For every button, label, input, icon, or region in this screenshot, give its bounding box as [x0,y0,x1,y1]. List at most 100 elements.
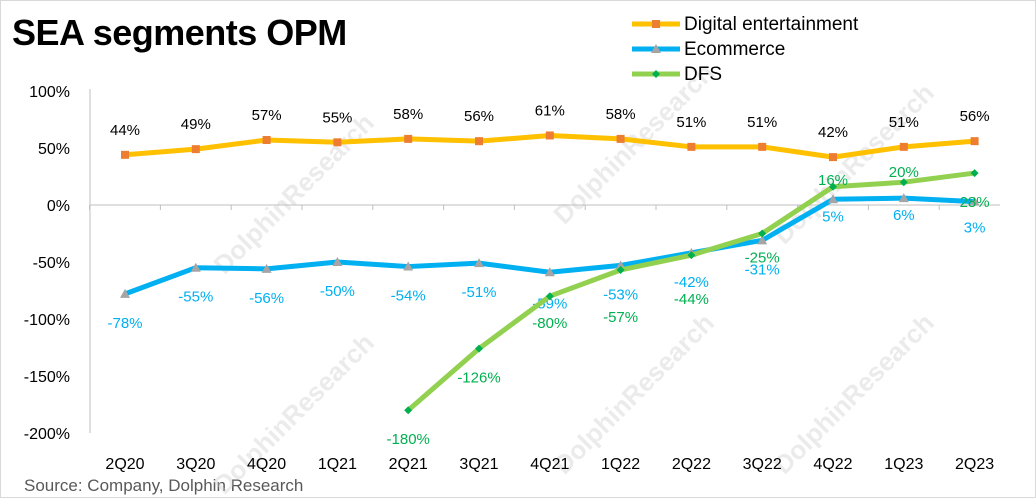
data-label: 44% [110,122,140,139]
data-label: -54% [391,288,426,305]
data-point [687,142,696,151]
legend-marker [651,44,661,53]
data-label: -53% [603,286,638,303]
series-digital-entertainment: 44% 49% 57% 55% 58% 56% 61% 58% 51% 51% 42% 51% 56% [110,102,990,162]
data-label: -51% [461,284,496,301]
data-point [332,257,343,266]
x-tick-label: 2Q21 [389,456,428,473]
data-point [544,267,555,277]
data-label: 6% [893,207,915,224]
legend: Digital entertainment Ecommerce DFS [632,14,859,85]
data-label: 28% [960,194,990,211]
data-point [687,251,696,260]
data-label: -25% [745,250,780,267]
data-label: -180% [387,431,430,448]
data-point [404,406,413,415]
data-point [262,136,271,145]
y-tick-label: -100% [24,312,70,329]
data-point [474,258,484,268]
x-tick-label: 1Q22 [601,456,640,473]
data-label: 56% [464,108,494,125]
data-label: 58% [393,106,423,123]
data-label: 57% [252,107,282,124]
series-ecommerce: -78% -55% -56% -50% -54% -51% -59% -53% -42% -31%… [107,193,985,332]
legend-label: Ecommerce [684,39,785,60]
data-point [899,178,908,187]
legend-label: Digital entertainment [684,14,859,35]
data-label: 20% [889,164,919,181]
data-label: -50% [320,283,355,300]
data-label: 16% [818,172,848,189]
y-tick-label: 50% [38,141,70,158]
data-point [758,229,767,238]
y-tick-label: -150% [24,369,70,386]
data-point [403,261,414,271]
data-label: 3% [964,220,986,237]
legend-marker [652,70,660,78]
watermark: DolphinResearch [547,307,719,479]
data-point [120,288,130,298]
data-point [333,138,342,147]
data-label: 56% [960,108,990,125]
data-label: 51% [889,114,919,131]
data-point [190,262,201,272]
data-label: -42% [674,274,709,291]
data-point [404,134,413,143]
data-label: 42% [818,124,848,141]
data-point [191,145,200,154]
x-tick-label: 1Q23 [884,456,923,473]
data-label: 61% [535,102,565,119]
x-tick-label: 3Q21 [459,456,498,473]
data-label: -44% [674,291,709,308]
y-tick-label: -200% [24,426,70,443]
data-label: 58% [606,106,636,123]
legend-item: DFS [632,64,722,85]
legend-label: DFS [684,64,722,85]
data-point [829,153,837,162]
data-label: 55% [322,109,352,126]
legend-item: Ecommerce [632,39,785,60]
data-point [616,134,625,143]
x-tick-label: 2Q22 [672,456,711,473]
data-point [758,142,767,151]
data-label: -55% [178,289,213,306]
source-note: Source: Company, Dolphin Research [24,476,304,495]
data-point [545,292,554,301]
data-label: -78% [107,315,142,332]
x-tick-label: 2Q23 [955,456,994,473]
data-label: -59% [532,295,567,312]
data-point [899,142,908,151]
data-point [545,131,554,140]
data-label: 49% [181,116,211,133]
x-tick-label: 4Q21 [530,456,569,473]
data-point [261,263,272,273]
y-tick-label: 0% [47,198,70,215]
data-point [898,193,909,203]
data-point [828,194,838,204]
data-label: -126% [457,370,500,387]
watermark: DolphinResearch [207,107,379,279]
data-label: -57% [603,309,638,326]
x-tick-label: 1Q21 [318,456,357,473]
x-tick-label: 3Q22 [743,456,782,473]
x-tick-label: 4Q20 [247,456,286,473]
data-point [121,150,129,159]
data-point [970,137,979,146]
data-point [970,169,979,178]
data-point [757,235,768,245]
watermark: DolphinResearch [767,307,939,479]
series-dfs: -180% -126% -80% -57% -44% -25% 16% 20% 28% [387,164,990,448]
data-point [616,265,625,274]
y-tick-label: -50% [33,255,70,272]
data-label: -80% [532,315,567,332]
y-tick-label: 100% [29,84,70,101]
data-label: -56% [249,290,284,307]
chart-title: SEA segments OPM [12,12,347,53]
data-point [475,344,483,353]
data-label: 51% [747,114,777,131]
x-tick-label: 4Q22 [813,456,852,473]
x-tick-label: 2Q20 [105,456,144,473]
data-point [969,196,980,206]
data-label: 5% [822,208,844,225]
